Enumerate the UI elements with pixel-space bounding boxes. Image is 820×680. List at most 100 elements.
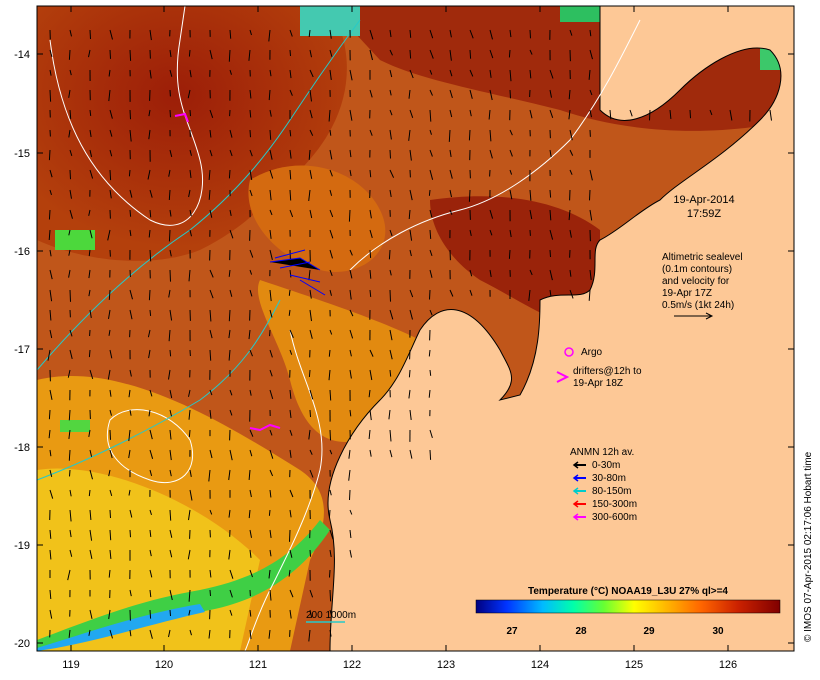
velocity-vector: [108, 569, 111, 578]
velocity-vector: [389, 429, 392, 442]
velocity-vector: [289, 129, 292, 137]
velocity-vector: [509, 169, 513, 175]
velocity-vector: [288, 569, 291, 577]
velocity-vector: [149, 529, 152, 537]
velocity-vector: [169, 609, 171, 617]
velocity-vector: [109, 129, 113, 137]
velocity-vector: [269, 449, 274, 459]
velocity-vector: [529, 189, 532, 201]
velocity-vector: [449, 189, 452, 198]
velocity-vector: [188, 609, 191, 616]
velocity-vector: [107, 229, 111, 241]
velocity-vector: [169, 309, 173, 321]
velocity-vector: [48, 209, 51, 220]
velocity-vector: [68, 409, 71, 421]
velocity-vector: [568, 89, 571, 100]
velocity-vector: [249, 249, 254, 258]
axis-ticks: 119 120 121 122 123 124 125 126 -14 -15 -16 -17 -18 -…: [14, 6, 794, 671]
velocity-vector: [369, 29, 374, 40]
velocity-vector: [429, 289, 431, 300]
velocity-vector: [89, 149, 93, 158]
velocity-vector: [389, 89, 392, 96]
velocity-vector: [329, 49, 333, 57]
velocity-vector: [169, 209, 172, 217]
velocity-vector: [47, 349, 51, 361]
velocity-vector: [588, 69, 591, 80]
velocity-vector: [169, 589, 173, 601]
altimetry-line-3: and velocity for: [662, 276, 730, 287]
velocity-vector: [109, 169, 112, 181]
velocity-vector: [429, 249, 433, 257]
velocity-vector: [389, 289, 391, 302]
velocity-vector: [89, 609, 93, 619]
velocity-vector: [169, 389, 173, 399]
velocity-vector: [209, 589, 211, 597]
velocity-vector: [289, 69, 292, 79]
x-tick-label: 122: [343, 659, 361, 671]
date-label: 19-Apr-2014: [673, 194, 734, 206]
velocity-vector: [308, 29, 311, 37]
velocity-vector: [149, 389, 153, 397]
velocity-vector: [69, 29, 72, 37]
velocity-vector: [489, 269, 492, 277]
velocity-vector: [509, 149, 513, 157]
velocity-vector: [69, 209, 73, 219]
velocity-vector: [169, 469, 172, 477]
velocity-vector: [309, 589, 314, 598]
velocity-vector: [228, 269, 231, 277]
velocity-vector: [228, 49, 231, 62]
velocity-vector: [429, 209, 433, 218]
velocity-vector: [89, 169, 94, 179]
velocity-vector: [49, 49, 53, 58]
velocity-vector: [249, 429, 254, 437]
velocity-vector: [349, 309, 354, 317]
velocity-vector: [88, 49, 91, 58]
velocity-vector: [229, 29, 232, 39]
velocity-vector: [649, 109, 651, 121]
velocity-vector: [349, 509, 353, 515]
velocity-vector: [289, 509, 292, 518]
velocity-vector: [68, 49, 71, 60]
velocity-vector: [149, 189, 153, 198]
velocity-vector: [229, 389, 233, 396]
velocity-vector: [209, 509, 213, 515]
velocity-vector: [109, 449, 113, 459]
velocity-vector: [228, 349, 231, 361]
velocity-vector: [309, 309, 312, 322]
velocity-vector: [349, 369, 352, 379]
velocity-vector: [249, 129, 251, 138]
velocity-vector: [469, 49, 472, 59]
velocity-vector: [489, 229, 493, 236]
velocity-vector: [107, 369, 111, 380]
velocity-vector: [329, 449, 333, 455]
velocity-vector: [67, 369, 71, 378]
velocity-vector: [68, 269, 71, 278]
velocity-vector: [529, 209, 533, 220]
velocity-vector: [189, 489, 193, 501]
velocity-vector: [109, 549, 112, 559]
velocity-vectors: [47, 29, 772, 642]
anmn-title: ANMN 12h av.: [570, 447, 634, 458]
velocity-vector: [268, 509, 271, 516]
velocity-vector: [549, 209, 552, 221]
velocity-vector: [249, 189, 253, 197]
velocity-vector: [469, 289, 473, 296]
velocity-vector: [529, 29, 531, 39]
velocity-vector: [509, 69, 512, 82]
velocity-vector: [68, 449, 71, 461]
velocity-vector: [549, 249, 551, 258]
argo-label: Argo: [581, 347, 603, 358]
velocity-vector: [209, 209, 213, 218]
velocity-vector: [189, 69, 192, 78]
velocity-vector: [349, 349, 352, 357]
velocity-vector: [449, 149, 452, 157]
velocity-vector: [409, 49, 412, 59]
drifters-line-2: 19-Apr 18Z: [573, 378, 623, 389]
velocity-vector: [129, 289, 133, 300]
y-tick-label: -15: [14, 148, 30, 160]
velocity-vector: [469, 229, 472, 237]
velocity-vector: [208, 189, 211, 200]
velocity-vector: [269, 289, 272, 302]
velocity-vector: [189, 629, 192, 636]
velocity-vector: [209, 129, 212, 138]
